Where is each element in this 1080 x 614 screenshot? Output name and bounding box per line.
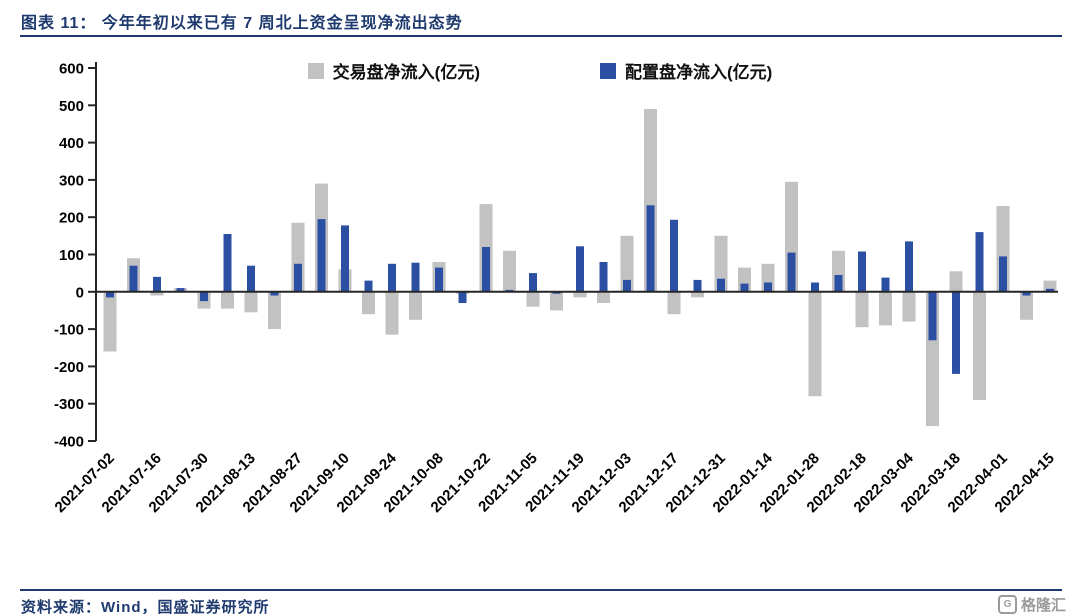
bar — [1046, 288, 1054, 292]
bar — [834, 275, 843, 292]
bar — [597, 291, 610, 303]
bar — [435, 267, 443, 292]
series-allocation-bars — [106, 205, 1054, 374]
bar — [975, 232, 984, 292]
bar — [223, 234, 232, 292]
bar — [787, 252, 796, 292]
bar — [811, 282, 819, 292]
bar — [740, 283, 749, 292]
chart-title: 图表 11： 今年年初以来已有 7 周北上资金呈现净流出态势 — [21, 15, 463, 32]
bar — [855, 291, 869, 328]
bar — [623, 279, 631, 292]
bar — [317, 219, 326, 292]
bar — [129, 265, 138, 292]
bar — [550, 291, 563, 311]
bar — [973, 291, 986, 400]
bar — [881, 277, 890, 292]
y-tick-label: -300 — [54, 396, 84, 413]
y-tick-label: 0 — [76, 284, 84, 301]
bar — [153, 276, 161, 292]
bar — [905, 241, 913, 292]
bar — [364, 280, 373, 292]
bar — [714, 235, 728, 292]
title-divider — [20, 35, 1062, 37]
bar — [620, 235, 634, 292]
bar — [385, 291, 399, 335]
bar — [1022, 291, 1031, 296]
bar — [573, 291, 587, 298]
bar — [902, 291, 916, 322]
bar — [244, 291, 258, 313]
bar — [482, 247, 490, 292]
y-tick-label: 500 — [59, 98, 84, 115]
bar — [670, 219, 678, 292]
bar — [928, 291, 937, 341]
bar — [858, 251, 866, 292]
bar — [103, 291, 117, 352]
bar — [1020, 291, 1033, 320]
source-note: 资料来源：Wind，国盛证券研究所 — [21, 599, 270, 614]
bar — [247, 265, 255, 292]
bar — [1043, 280, 1057, 292]
footer-divider — [20, 589, 1062, 591]
bar — [999, 256, 1007, 292]
y-tick-label: 100 — [59, 247, 84, 264]
bar — [200, 291, 208, 302]
bar — [952, 291, 960, 374]
bar — [106, 291, 114, 298]
bar — [411, 262, 420, 292]
y-tick-label: -100 — [54, 322, 84, 339]
bar — [693, 279, 702, 292]
bar — [268, 291, 281, 330]
y-tick-label: -400 — [54, 434, 84, 451]
bar — [879, 291, 892, 326]
bar — [341, 225, 349, 292]
bar — [646, 205, 655, 292]
watermark: G 格隆汇 — [997, 594, 1066, 614]
y-tick-label: 600 — [59, 61, 84, 78]
bar — [529, 273, 537, 292]
bar — [717, 278, 725, 292]
bar — [270, 291, 279, 296]
bar — [221, 291, 234, 309]
bar — [503, 250, 516, 292]
y-tick-label: -200 — [54, 359, 84, 376]
y-tick-label: 200 — [59, 210, 84, 227]
bar — [599, 262, 608, 292]
bar — [176, 288, 185, 292]
bar — [949, 271, 963, 292]
bar — [691, 291, 704, 298]
bar — [667, 291, 681, 315]
bar — [526, 291, 540, 307]
bar — [409, 291, 422, 320]
bar — [362, 291, 375, 315]
bar — [150, 291, 164, 296]
watermark-logo-icon: G — [997, 595, 1017, 614]
y-tick-label: 300 — [59, 172, 84, 189]
bar — [808, 291, 822, 397]
watermark-text: 格隆汇 — [1020, 597, 1066, 614]
y-tick-label: 400 — [59, 135, 84, 152]
bar — [458, 291, 467, 303]
bar — [576, 246, 584, 292]
bar — [388, 263, 396, 292]
bar — [294, 263, 302, 292]
bar — [764, 282, 772, 292]
